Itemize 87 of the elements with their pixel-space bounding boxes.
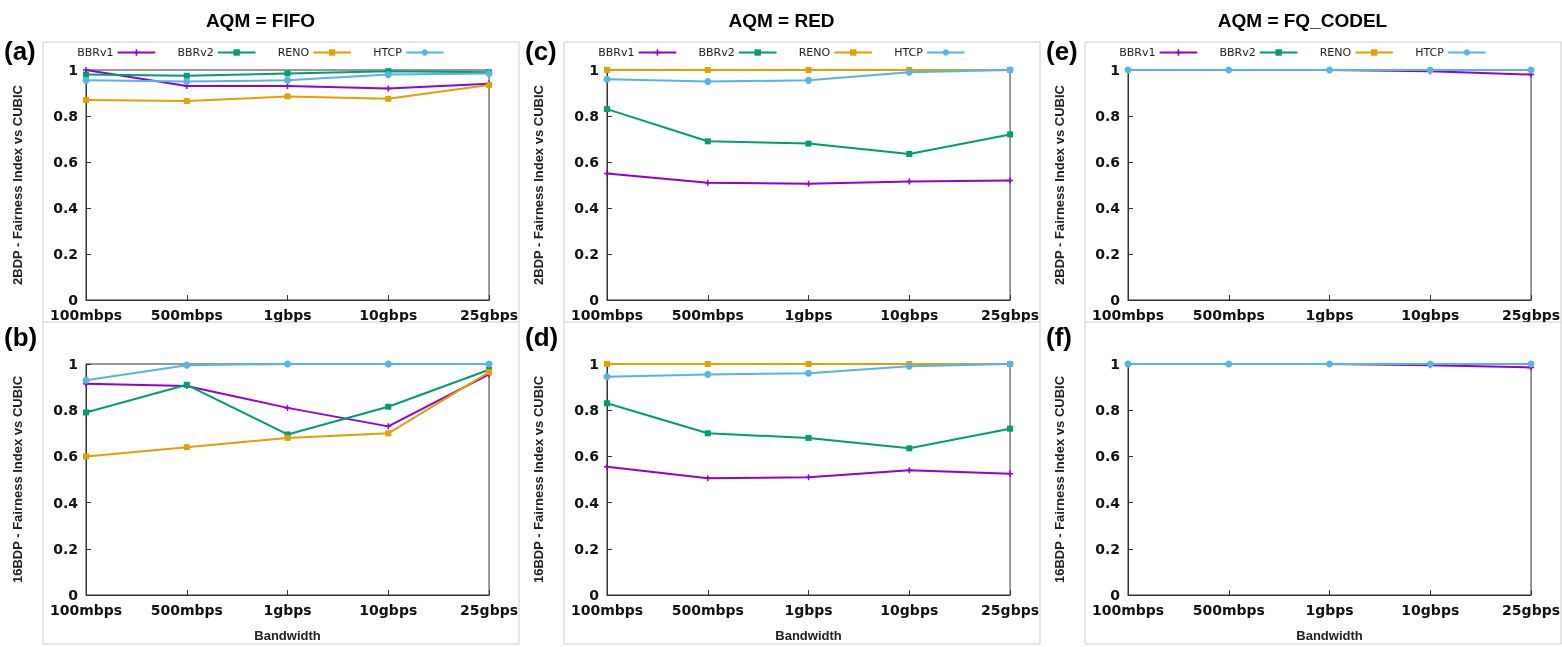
text: (c) (525, 36, 557, 66)
y-tick-label: 1 (589, 356, 599, 372)
y-tick-label: 0.6 (53, 448, 78, 465)
x-tick-label: 1gbps (784, 602, 833, 618)
x-tick-label: 500mbps (1192, 307, 1265, 323)
y-tick-label: 0 (1110, 587, 1121, 603)
x-tick-label: 10gbps (1401, 602, 1460, 618)
x-axis-title: Bandwidth (1296, 628, 1363, 643)
y-tick-label: 0.6 (1095, 448, 1120, 465)
x-tick-label: 25gbps (460, 602, 519, 618)
legend-label: BBRv2 (1219, 46, 1256, 59)
y-tick-label: 0.8 (53, 402, 78, 419)
y-tick-label: 0 (1110, 292, 1121, 308)
y-tick-label: 0.6 (574, 154, 599, 170)
y-tick-label: 0.8 (574, 402, 599, 419)
x-tick-label: 500mbps (150, 602, 223, 618)
y-axis-title: 16BDP - Fairness Index vs CUBIC (531, 375, 546, 584)
y-tick-label: 0 (68, 292, 79, 308)
x-axis-title: Bandwidth (775, 628, 842, 643)
y-tick-label: 0.8 (1095, 402, 1120, 419)
y-tick-label: 0 (589, 292, 600, 308)
text: (f) (1046, 322, 1072, 352)
legend-label: BBRv1 (598, 46, 635, 59)
y-tick-label: 0.6 (1095, 154, 1120, 170)
x-tick-label: 10gbps (880, 602, 939, 618)
y-tick-label: 0.2 (53, 246, 78, 262)
y-tick-label: 1 (1110, 62, 1120, 78)
x-tick-label: 1gbps (263, 602, 312, 618)
text: (e) (1046, 36, 1078, 66)
chart-title: AQM = FIFO (205, 10, 316, 31)
y-tick-label: 0.6 (574, 448, 599, 465)
y-axis-title: 16BDP - Fairness Index vs CUBIC (10, 375, 25, 584)
x-tick-label: 100mbps (1091, 307, 1165, 323)
x-tick-label: 500mbps (1192, 602, 1265, 618)
y-axis-title: 16BDP - Fairness Index vs CUBIC (1052, 375, 1067, 584)
x-tick-label: 100mbps (570, 307, 644, 323)
x-tick-label: 500mbps (150, 307, 223, 323)
y-axis-title: 2BDP - Fairness Index vs CUBIC (10, 84, 25, 285)
x-tick-label: 1gbps (1305, 602, 1354, 618)
x-tick-label: 100mbps (1091, 602, 1165, 618)
legend-label: RENO (798, 46, 831, 59)
legend-label: HTCP (373, 46, 403, 59)
legend-label: RENO (1319, 46, 1352, 59)
y-axis-title: 2BDP - Fairness Index vs CUBIC (1052, 84, 1067, 285)
y-tick-label: 0.2 (53, 540, 78, 557)
y-tick-label: 0.8 (1095, 108, 1120, 124)
y-tick-label: 1 (68, 62, 78, 78)
chart-title: AQM = FQ_CODEL (1217, 10, 1388, 31)
x-tick-label: 500mbps (671, 602, 744, 618)
y-tick-label: 0.6 (53, 154, 78, 170)
x-axis-title: Bandwidth (254, 628, 321, 643)
legend-label: BBRv1 (1119, 46, 1156, 59)
x-tick-label: 500mbps (671, 307, 744, 323)
x-tick-label: 25gbps (981, 602, 1040, 618)
legend-label: BBRv1 (77, 46, 114, 59)
y-tick-label: 0.2 (574, 246, 599, 262)
legend-label: HTCP (894, 46, 924, 59)
y-tick-label: 0.4 (574, 494, 600, 511)
y-tick-label: 0.4 (53, 494, 79, 511)
y-tick-label: 0.4 (574, 200, 600, 216)
x-tick-label: 100mbps (49, 307, 123, 323)
legend-label: BBRv2 (177, 46, 214, 59)
y-tick-label: 0 (589, 587, 600, 603)
y-tick-label: 0.8 (574, 108, 599, 124)
y-tick-label: 0 (68, 587, 79, 603)
text: (b) (4, 322, 38, 352)
chart-title: AQM = RED (728, 10, 835, 31)
legend-label: HTCP (1415, 46, 1445, 59)
text: (a) (4, 36, 36, 66)
x-tick-label: 100mbps (49, 602, 123, 618)
x-tick-label: 10gbps (359, 602, 418, 618)
y-tick-label: 0.2 (1095, 540, 1120, 557)
legend-label: RENO (277, 46, 310, 59)
y-tick-label: 0.2 (574, 540, 599, 557)
y-tick-label: 1 (68, 356, 78, 372)
legend-label: BBRv2 (698, 46, 735, 59)
y-tick-label: 0.4 (1095, 200, 1121, 216)
y-tick-label: 1 (589, 62, 599, 78)
y-axis-title: 2BDP - Fairness Index vs CUBIC (531, 84, 546, 285)
x-tick-label: 25gbps (1502, 602, 1561, 618)
y-tick-label: 0.4 (53, 200, 79, 216)
y-tick-label: 0.2 (1095, 246, 1120, 262)
x-tick-label: 100mbps (570, 602, 644, 618)
text: (d) (525, 322, 559, 352)
y-tick-label: 0.8 (53, 108, 78, 124)
y-tick-label: 0.4 (1095, 494, 1121, 511)
y-tick-label: 1 (1110, 356, 1120, 372)
